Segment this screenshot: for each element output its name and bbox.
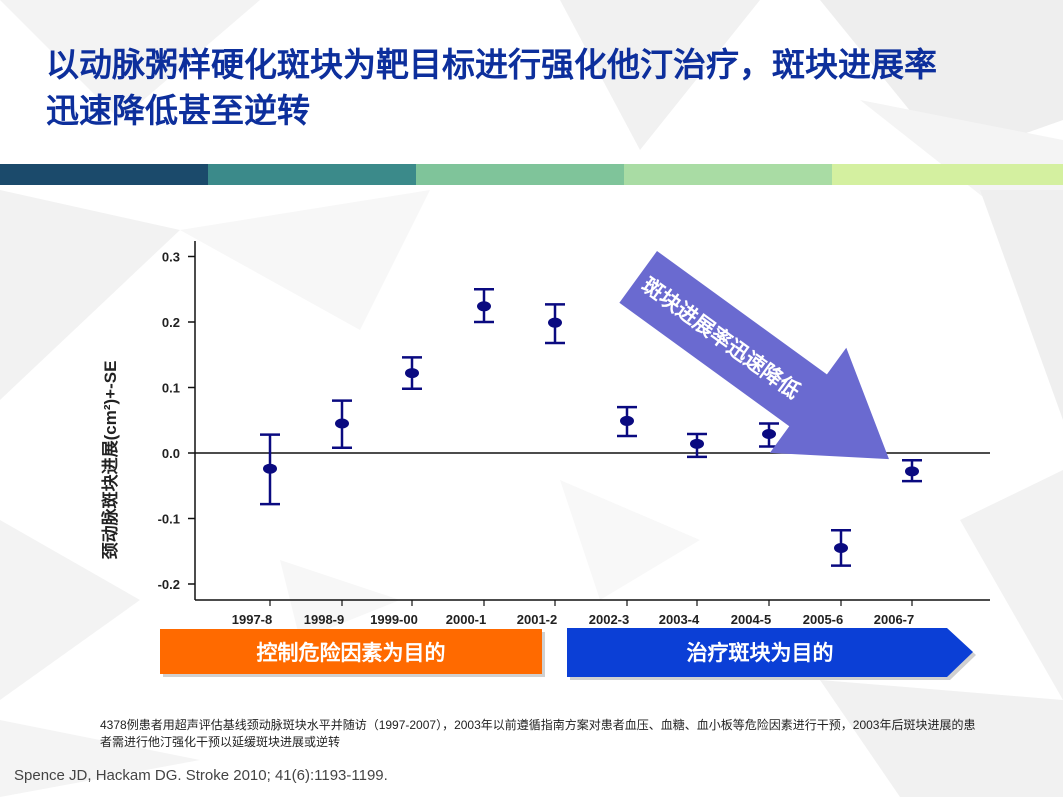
x-tick-label: 2005-6 [803,612,843,627]
point-marker [263,463,277,474]
data-point-2003-4 [687,432,707,459]
data-point-2000-1 [474,288,494,324]
point-marker [905,466,919,477]
trend-arrow: 斑块进展率迅速降低 [619,251,889,460]
data-point-1997-8 [260,433,280,506]
x-ticks: 1997-8 1998-9 1999-00 2000-1 2001-2 2002-3 200… [232,600,914,627]
phase-control-risk-label: 控制危险因素为目的 [257,641,446,665]
x-tick-label: 2003-4 [659,612,700,627]
point-marker [405,368,419,379]
data-point-2004-5 [759,422,779,448]
y-tick-label: -0.2 [158,577,180,592]
x-tick-label: 2001-2 [517,612,557,627]
point-marker [620,415,634,426]
color-band-4 [624,164,832,185]
trend-arrow-label: 斑块进展率迅速降低 [637,273,804,404]
data-point-2001-2 [545,303,565,345]
phase-treat-plaque: 治疗斑块为目的 [567,628,976,680]
y-tick-label: 0.0 [162,446,180,461]
x-tick-label: 1999-00 [370,612,418,627]
data-point-2002-3 [617,405,637,438]
page-title: 以动脉粥样硬化斑块为靶目标进行强化他汀治疗，斑块进展率迅速降低甚至逆转 [46,46,937,129]
x-tick-label: 2000-1 [446,612,486,627]
color-band-5 [832,164,1063,185]
y-axis-label: 颈动脉斑块进展(cm²)+-SE [100,361,120,560]
x-tick-label: 2002-3 [589,612,629,627]
point-marker [335,418,349,429]
phase-treat-plaque-label: 治疗斑块为目的 [687,641,834,665]
point-marker [690,438,704,449]
data-point-2006-7 [902,458,922,483]
data-point-2005-6 [831,529,851,567]
point-marker [477,301,491,312]
reference-citation: Spence JD, Hackam DG. Stroke 2010; 41(6)… [14,767,388,784]
phase-control-risk: 控制危险因素为目的 [160,629,545,677]
color-band-3 [416,164,624,185]
y-ticks: 0.3 0.2 0.1 0.0 -0.1 -0.2 [158,250,195,592]
point-marker [762,429,776,440]
y-tick-label: -0.1 [158,512,180,527]
color-band-1 [0,164,208,185]
x-tick-label: 1998-9 [304,612,344,627]
study-note: 4378例患者用超声评估基线颈动脉斑块水平并随访（1997-2007），2003… [100,718,976,749]
y-tick-label: 0.3 [162,250,180,265]
y-tick-label: 0.2 [162,315,180,330]
point-marker [548,317,562,328]
data-point-1999-00 [402,356,422,391]
data-point-1998-9 [332,399,352,450]
y-tick-label: 0.1 [162,381,180,396]
x-tick-label: 2004-5 [731,612,771,627]
point-marker [834,542,848,553]
x-tick-label: 2006-7 [874,612,914,627]
color-band-2 [208,164,416,185]
x-tick-label: 1997-8 [232,612,272,627]
